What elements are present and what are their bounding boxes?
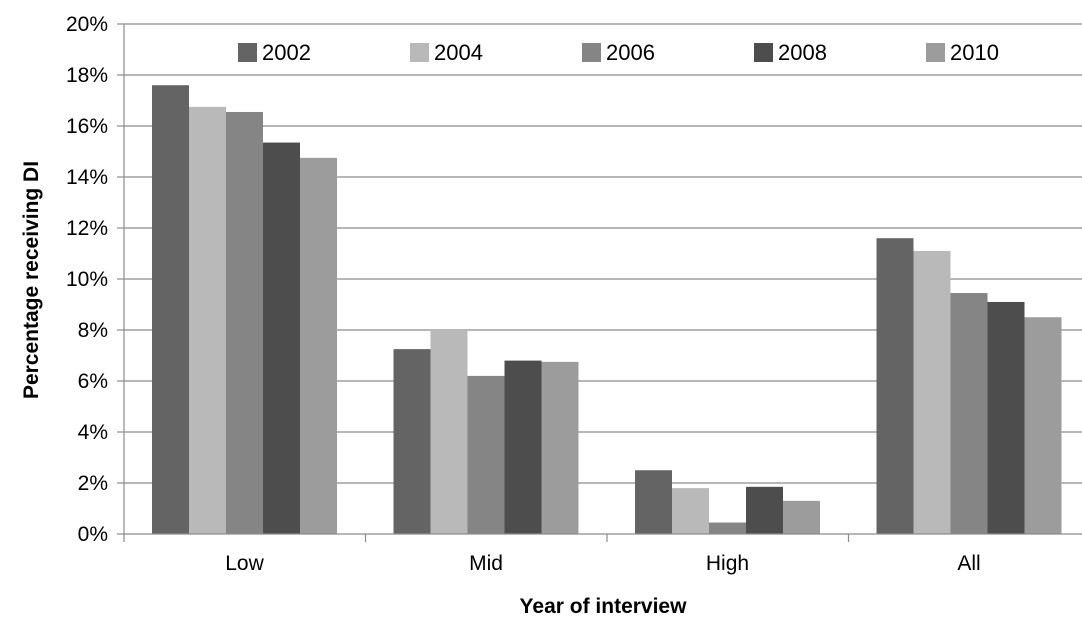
legend-label-2006: 2006: [606, 40, 655, 65]
x-tick-label: High: [706, 552, 749, 575]
bars: [152, 85, 1062, 534]
x-tick-label: All: [957, 552, 980, 575]
bar-all-2006: [950, 293, 988, 534]
bar-high-2006: [709, 522, 746, 534]
bar-mid-2008: [504, 360, 542, 534]
y-tick-label: 16%: [66, 115, 108, 138]
y-tick-labels: 0% 2% 4% 6% 8% 10% 12% 14% 16% 18% 20%: [66, 13, 108, 546]
bar-high-2004: [672, 488, 709, 534]
y-tick-label: 8%: [78, 319, 108, 342]
y-tick-label: 4%: [78, 421, 108, 444]
y-tick-label: 14%: [66, 166, 108, 189]
legend-label-2002: 2002: [262, 40, 311, 65]
bar-low-2008: [263, 142, 300, 534]
legend-swatch-2004: [410, 43, 429, 62]
y-tick-label: 20%: [66, 13, 108, 36]
legend-label-2008: 2008: [778, 40, 827, 65]
x-tick-labels: Low Mid High All: [225, 552, 980, 575]
y-tick-label: 2%: [78, 472, 108, 495]
y-tick-label: 18%: [66, 64, 108, 87]
legend-swatch-2002: [238, 43, 257, 62]
bar-high-2010: [783, 500, 820, 534]
bar-mid-2010: [541, 361, 579, 534]
legend-swatch-2010: [926, 43, 945, 62]
legend-swatch-2006: [582, 43, 601, 62]
bar-low-2002: [152, 85, 189, 534]
bar-high-2002: [635, 470, 672, 534]
bar-all-2004: [913, 250, 951, 534]
y-tick-label: 0%: [78, 523, 108, 546]
y-tick-label: 10%: [66, 268, 108, 291]
bar-mid-2002: [393, 349, 431, 534]
x-axis-title: Year of interview: [520, 595, 688, 618]
bar-low-2010: [300, 157, 337, 534]
y-tick-label: 6%: [78, 370, 108, 393]
bar-high-2008: [746, 486, 783, 534]
axes: [117, 23, 1082, 542]
legend: 2002 2004 2006 2008 2010: [238, 40, 999, 65]
x-tick-label: Low: [225, 552, 264, 575]
bar-all-2008: [987, 301, 1025, 534]
bar-mid-2006: [467, 375, 505, 534]
x-tick-label: Mid: [469, 552, 503, 575]
y-axis-title: Percentage receiving DI: [20, 161, 43, 399]
bar-mid-2004: [430, 330, 468, 534]
legend-swatch-2008: [754, 43, 773, 62]
legend-label-2004: 2004: [434, 40, 483, 65]
bar-low-2004: [189, 106, 226, 534]
bar-all-2002: [876, 238, 914, 534]
legend-label-2010: 2010: [950, 40, 999, 65]
y-tick-label: 12%: [66, 217, 108, 240]
bar-all-2010: [1024, 317, 1062, 534]
bar-low-2006: [226, 111, 263, 534]
